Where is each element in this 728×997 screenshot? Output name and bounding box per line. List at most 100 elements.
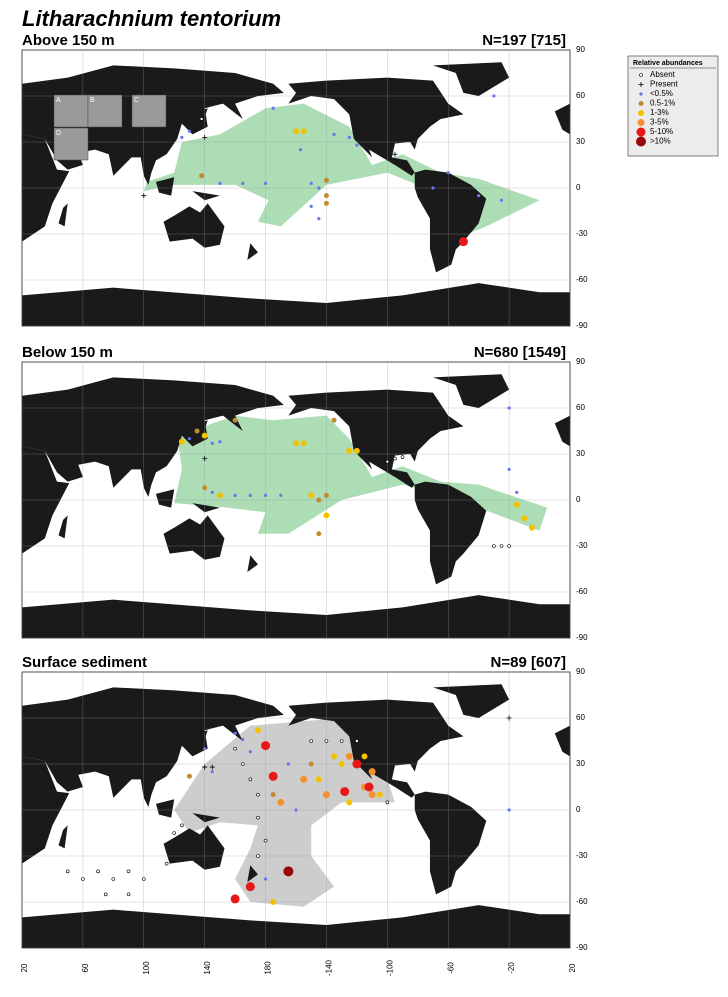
- photo-label: A: [56, 97, 61, 104]
- legend-title: Relative abundances: [633, 60, 703, 67]
- absent-marker: [233, 746, 237, 751]
- landmass: [22, 595, 570, 638]
- abundance-marker: [293, 128, 299, 135]
- abundance-marker: [187, 129, 192, 133]
- abundance-marker: [279, 493, 283, 497]
- absent-marker: [339, 739, 344, 743]
- absent-marker: [256, 815, 260, 820]
- absent-marker: [385, 800, 390, 805]
- sample-count: N=89 [607]: [491, 654, 566, 671]
- landmass: [554, 415, 570, 447]
- abundance-marker: [346, 799, 353, 806]
- lon-tick-label: 100: [142, 961, 151, 975]
- abundance-marker: [347, 135, 351, 139]
- absent-marker: [324, 739, 329, 743]
- abundance-marker: [254, 727, 261, 734]
- absent-marker: [256, 854, 260, 858]
- landmass: [247, 865, 258, 883]
- landmass: [432, 374, 510, 408]
- lon-tick-label: 140: [203, 961, 212, 975]
- lat-tick-label: -30: [576, 541, 588, 550]
- abundance-marker: [263, 877, 268, 881]
- abundance-marker: [364, 782, 374, 792]
- landmass: [155, 177, 175, 196]
- landmass: [432, 684, 510, 718]
- landmass: [554, 725, 570, 757]
- photo-label: B: [90, 97, 95, 104]
- lat-tick-label: 60: [576, 91, 585, 100]
- abundance-marker: [309, 204, 313, 208]
- absent-marker: [492, 544, 496, 548]
- absent-marker: [263, 838, 268, 843]
- legend-label: 5-10%: [650, 127, 673, 136]
- abundance-marker: [268, 771, 278, 781]
- lon-tick-label: -20: [507, 962, 516, 974]
- legend-label: Present: [650, 80, 678, 89]
- abundance-marker: [361, 753, 368, 760]
- specimen-photo: [53, 127, 89, 161]
- abundance-marker: [331, 753, 338, 760]
- abundance-marker: [309, 181, 313, 185]
- landmass: [192, 191, 220, 201]
- present-marker: [392, 151, 398, 157]
- landmass: [247, 243, 258, 261]
- lat-tick-label: -90: [576, 943, 588, 952]
- legend-swatch: [638, 110, 644, 116]
- abundance-marker: [210, 441, 214, 445]
- landmass: [155, 489, 175, 508]
- abundance-marker: [499, 198, 504, 202]
- absent-marker: [65, 869, 70, 874]
- absent-marker: [256, 792, 260, 797]
- abundance-marker: [507, 467, 511, 471]
- abundance-marker: [528, 524, 535, 531]
- abundance-marker: [376, 791, 383, 798]
- abundance-marker: [241, 737, 245, 742]
- sample-count: N=680 [1549]: [474, 344, 566, 361]
- present-marker: [506, 715, 512, 721]
- abundance-marker: [293, 440, 299, 447]
- abundance-marker: [203, 747, 207, 751]
- landmass: [432, 62, 510, 96]
- absent-marker: [141, 877, 146, 881]
- abundance-marker: [241, 181, 245, 185]
- photo-label: D: [56, 130, 61, 137]
- specimen-photo: [87, 94, 123, 128]
- lat-tick-label: -60: [576, 587, 588, 596]
- abundance-marker: [300, 440, 307, 447]
- abundance-marker: [323, 200, 329, 206]
- abundance-marker: [345, 752, 353, 760]
- abundance-marker: [270, 899, 277, 905]
- abundance-marker: [316, 531, 322, 537]
- landmass: [247, 555, 258, 573]
- absent-marker: [199, 117, 204, 121]
- abundance-marker: [233, 731, 237, 735]
- landmass: [58, 825, 68, 849]
- landmass: [163, 203, 225, 248]
- abundance-marker: [477, 194, 481, 198]
- legend-swatch: [639, 92, 643, 96]
- abundance-marker: [194, 428, 200, 434]
- map-layer: [22, 374, 570, 638]
- abundance-marker: [317, 217, 321, 221]
- lon-tick-label: -100: [385, 959, 394, 976]
- absent-marker: [111, 877, 116, 881]
- lat-tick-label: 30: [576, 449, 585, 458]
- lat-tick-label: 0: [576, 183, 581, 192]
- absent-marker: [248, 777, 253, 782]
- landmass: [22, 377, 284, 497]
- abundance-marker: [210, 770, 214, 774]
- abundance-marker: [218, 181, 222, 185]
- abundance-marker: [210, 490, 214, 494]
- absent-marker: [400, 455, 405, 459]
- abundance-marker: [323, 193, 329, 199]
- specimen-photo: [131, 94, 167, 128]
- abundance-marker: [298, 148, 303, 152]
- landmass: [414, 791, 487, 895]
- abundance-marker: [270, 792, 276, 798]
- abundance-marker: [317, 186, 321, 190]
- abundance-marker: [232, 417, 238, 423]
- landmass: [414, 169, 487, 273]
- abundance-marker: [300, 775, 308, 783]
- abundance-marker: [368, 768, 376, 776]
